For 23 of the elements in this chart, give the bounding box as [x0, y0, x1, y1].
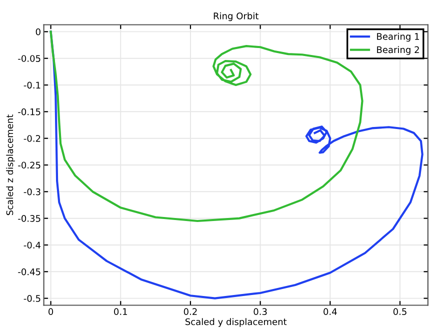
y-tick-label: -0.35 [18, 215, 40, 222]
y-tick-label: -0.25 [18, 162, 40, 169]
x-tick-label: 0.1 [114, 308, 127, 316]
y-tick-label: -0.15 [18, 108, 40, 116]
x-tick-label: 0.4 [324, 308, 337, 316]
x-axis-title: Scaled y displacement [185, 318, 287, 327]
y-axis-title: Scaled z displacement [6, 114, 15, 216]
x-tick-label: 0.2 [184, 308, 197, 316]
legend-label: Bearing 1 [377, 32, 419, 42]
legend-label: Bearing 2 [377, 46, 419, 55]
y-tick-label: 0 [36, 28, 40, 36]
y-tick-label: -0.2 [24, 135, 40, 142]
line-series [50, 30, 364, 222]
y-tick-label: -0.45 [18, 268, 40, 276]
y-tick-label: -0.3 [24, 188, 40, 196]
y-tick-label: -0.1 [24, 82, 40, 89]
x-tick-label: 0.5 [393, 308, 406, 316]
y-tick-label: -0.05 [18, 55, 40, 62]
chart-title: Ring Orbit [214, 12, 258, 22]
y-tick-label: -0.4 [24, 242, 41, 249]
x-tick-label: 0 [48, 308, 54, 316]
y-tick-label: -0.5 [24, 295, 40, 302]
x-tick-label: 0.3 [254, 308, 267, 316]
